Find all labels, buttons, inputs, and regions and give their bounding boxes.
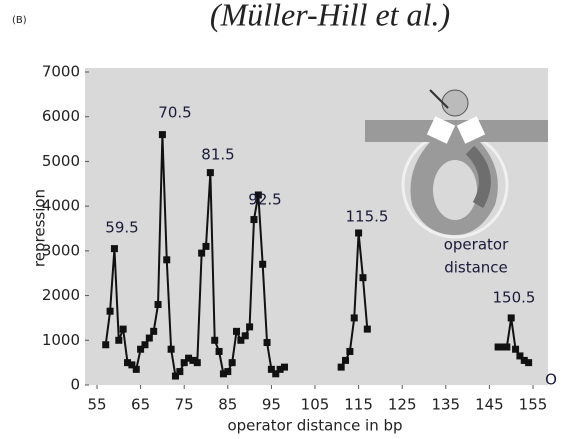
data-point xyxy=(168,346,175,353)
data-point xyxy=(259,261,266,268)
data-point xyxy=(211,337,218,344)
data-point xyxy=(133,366,140,373)
data-point xyxy=(512,346,519,353)
y-tick-label: 3000 xyxy=(42,241,80,259)
x-tick-label: 65 xyxy=(131,396,150,414)
data-point xyxy=(342,357,349,364)
y-tick-label: 4000 xyxy=(42,197,80,215)
data-point xyxy=(216,348,223,355)
data-point xyxy=(246,323,253,330)
annotation: operator xyxy=(444,236,509,254)
annotation: 81.5 xyxy=(201,146,234,164)
x-tick-label: 125 xyxy=(388,396,417,414)
data-point xyxy=(155,301,162,308)
annotation: 115.5 xyxy=(346,208,389,226)
y-tick-label: 2000 xyxy=(42,286,80,304)
y-tick-label: 0 xyxy=(70,376,80,394)
y-tick-label: 7000 xyxy=(42,63,80,81)
data-point xyxy=(338,364,345,371)
x-tick-label: 135 xyxy=(431,396,460,414)
data-point xyxy=(198,250,205,257)
data-point xyxy=(194,359,201,366)
data-point xyxy=(264,339,271,346)
annotation: 70.5 xyxy=(158,104,191,122)
data-point xyxy=(355,229,362,236)
data-point xyxy=(207,169,214,176)
data-point xyxy=(525,359,532,366)
data-point xyxy=(233,328,240,335)
data-point xyxy=(176,368,183,375)
chart-title: (Müller-Hill et al.) xyxy=(210,0,450,32)
data-point xyxy=(250,216,257,223)
y-tick-label: 6000 xyxy=(42,107,80,125)
data-point xyxy=(346,348,353,355)
data-point xyxy=(224,368,231,375)
data-point xyxy=(141,341,148,348)
x-tick-label: 95 xyxy=(262,396,281,414)
annotation: 150.5 xyxy=(493,289,536,307)
annotation: 92.5 xyxy=(248,191,281,209)
data-point xyxy=(107,308,114,315)
data-point xyxy=(351,314,358,321)
data-point xyxy=(111,245,118,252)
x-tick-label: 105 xyxy=(301,396,330,414)
data-point xyxy=(159,131,166,138)
x-tick-label: 85 xyxy=(218,396,237,414)
annotation: O xyxy=(545,371,557,389)
data-point xyxy=(229,359,236,366)
data-point xyxy=(242,332,249,339)
panel-label: (B) xyxy=(12,15,27,26)
data-point xyxy=(102,341,109,348)
data-point xyxy=(364,326,371,333)
x-tick-label: 155 xyxy=(519,396,548,414)
data-point xyxy=(146,335,153,342)
annotation: distance xyxy=(444,259,508,277)
y-tick-label: 5000 xyxy=(42,152,80,170)
data-point xyxy=(120,326,127,333)
x-tick-label: 55 xyxy=(87,396,106,414)
data-point xyxy=(281,364,288,371)
data-point xyxy=(115,337,122,344)
x-axis-label: operator distance in bp xyxy=(227,417,402,435)
data-point xyxy=(150,328,157,335)
data-point xyxy=(503,343,510,350)
data-point xyxy=(163,256,170,263)
data-point xyxy=(508,314,515,321)
annotation: 59.5 xyxy=(105,219,138,237)
y-tick-label: 1000 xyxy=(42,331,80,349)
data-point xyxy=(359,274,366,281)
data-point xyxy=(203,243,210,250)
chart: (Müller-Hill et al.) (B) repression oper… xyxy=(0,0,563,439)
x-tick-label: 115 xyxy=(344,396,373,414)
x-tick-label: 75 xyxy=(175,396,194,414)
x-tick-label: 145 xyxy=(475,396,504,414)
